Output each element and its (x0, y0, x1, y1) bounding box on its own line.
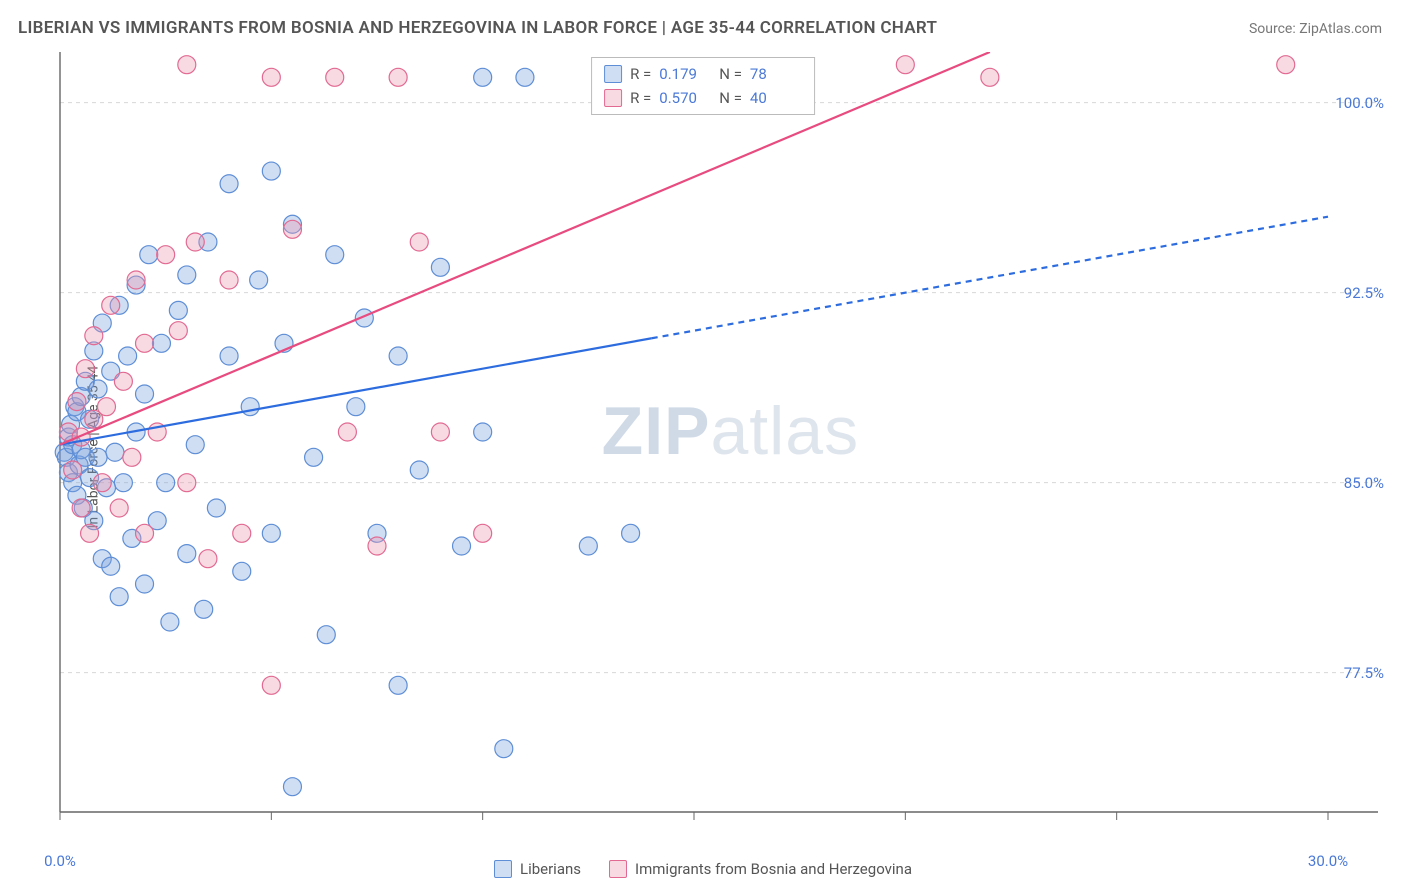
n-label: N = (719, 86, 742, 110)
source-attribution: Source: ZipAtlas.com (1249, 21, 1382, 37)
chart-area: In Labor Force | Age 35-44 77.5%85.0%92.… (18, 52, 1388, 842)
chart-title: LIBERIAN VS IMMIGRANTS FROM BOSNIA AND H… (18, 18, 937, 38)
r-label: R = (630, 86, 651, 110)
r-value: 0.179 (659, 62, 711, 86)
legend-stat-row: R = 0.570 N = 40 (604, 86, 802, 110)
header: LIBERIAN VS IMMIGRANTS FROM BOSNIA AND H… (0, 0, 1406, 46)
n-value: 40 (750, 86, 802, 110)
legend-label: Liberians (520, 860, 581, 878)
r-value: 0.570 (659, 86, 711, 110)
legend-stat-row: R = 0.179 N = 78 (604, 62, 802, 86)
y-tick-label: 92.5% (1344, 284, 1384, 302)
series-legend: Liberians Immigrants from Bosnia and Her… (0, 860, 1406, 878)
legend-label: Immigrants from Bosnia and Herzegovina (635, 860, 912, 878)
y-tick-label: 85.0% (1344, 474, 1384, 492)
n-value: 78 (750, 62, 802, 86)
r-label: R = (630, 62, 651, 86)
y-tick-label: 77.5% (1344, 664, 1384, 682)
legend-swatch (604, 65, 622, 83)
y-tick-label: 100.0% (1335, 94, 1384, 112)
correlation-legend: R = 0.179 N = 78 R = 0.570 N = 40 (591, 57, 815, 115)
legend-swatch (609, 860, 627, 878)
legend-swatch (604, 89, 622, 107)
legend-item: Immigrants from Bosnia and Herzegovina (609, 860, 912, 878)
scatter-plot (18, 52, 1388, 842)
legend-item: Liberians (494, 860, 581, 878)
legend-swatch (494, 860, 512, 878)
n-label: N = (719, 62, 742, 86)
